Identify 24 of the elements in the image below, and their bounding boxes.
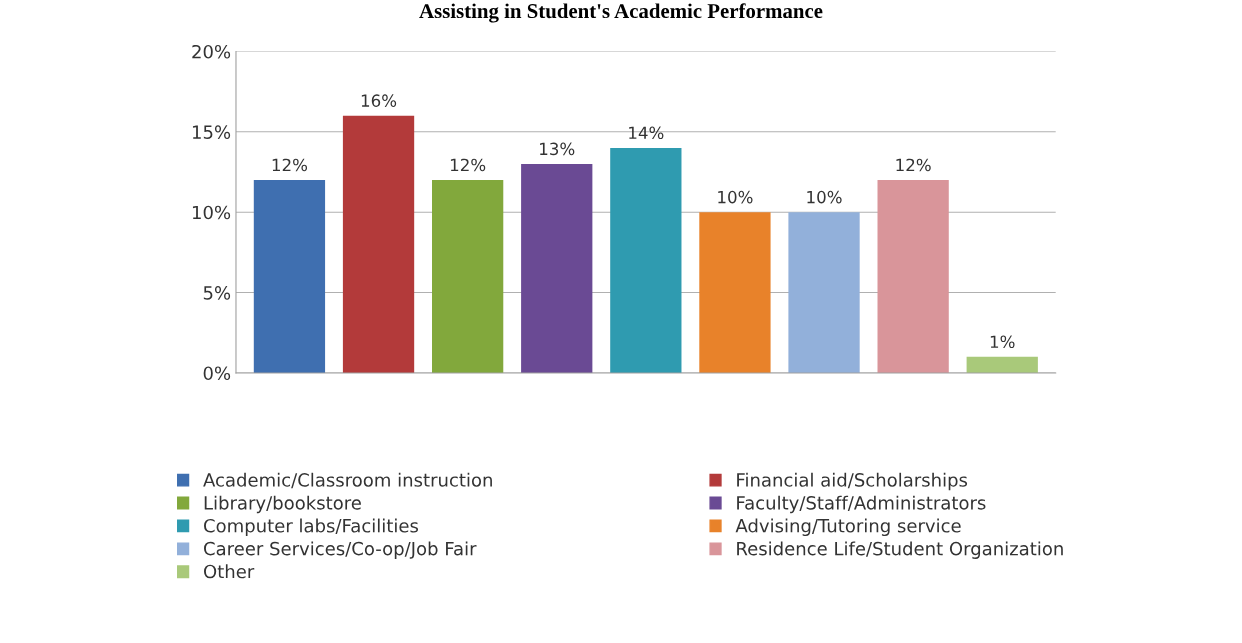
y-tick-label: 15% [192,125,231,139]
legend-label: Library/bookstore [204,495,361,514]
data-label: 10% [718,190,753,204]
legend-label: Financial aid/Scholarships [737,472,968,491]
data-label: 12% [272,158,308,172]
legend-label: Academic/Classroom instruction [203,472,492,489]
legend-label: Other [204,564,255,579]
legend-label: Advising/Tutoring service [735,518,961,537]
y-tick-label: 10% [192,205,231,220]
data-label: 13% [540,142,575,156]
legend-label: Computer labs/Facilities [204,518,419,537]
y-tick-label: 20% [192,44,231,59]
data-label: 16% [361,94,397,107]
y-tick-label: 0% [203,366,231,381]
legend-label: Career Services/Co-op/Job Fair [204,541,477,559]
y-tick-label: 5% [203,286,231,300]
legend-label: Faculty/Staff/Administrators [737,495,986,514]
legend-label: Residence Life/Student Organization [737,541,1063,559]
data-label: 1% [990,335,1015,349]
data-label: 12% [896,158,931,172]
data-label: 10% [807,190,842,204]
data-label: 12% [450,158,486,172]
chart-title: Assisting in Student's Academic Performance [419,3,823,23]
data-label: 14% [629,126,664,140]
